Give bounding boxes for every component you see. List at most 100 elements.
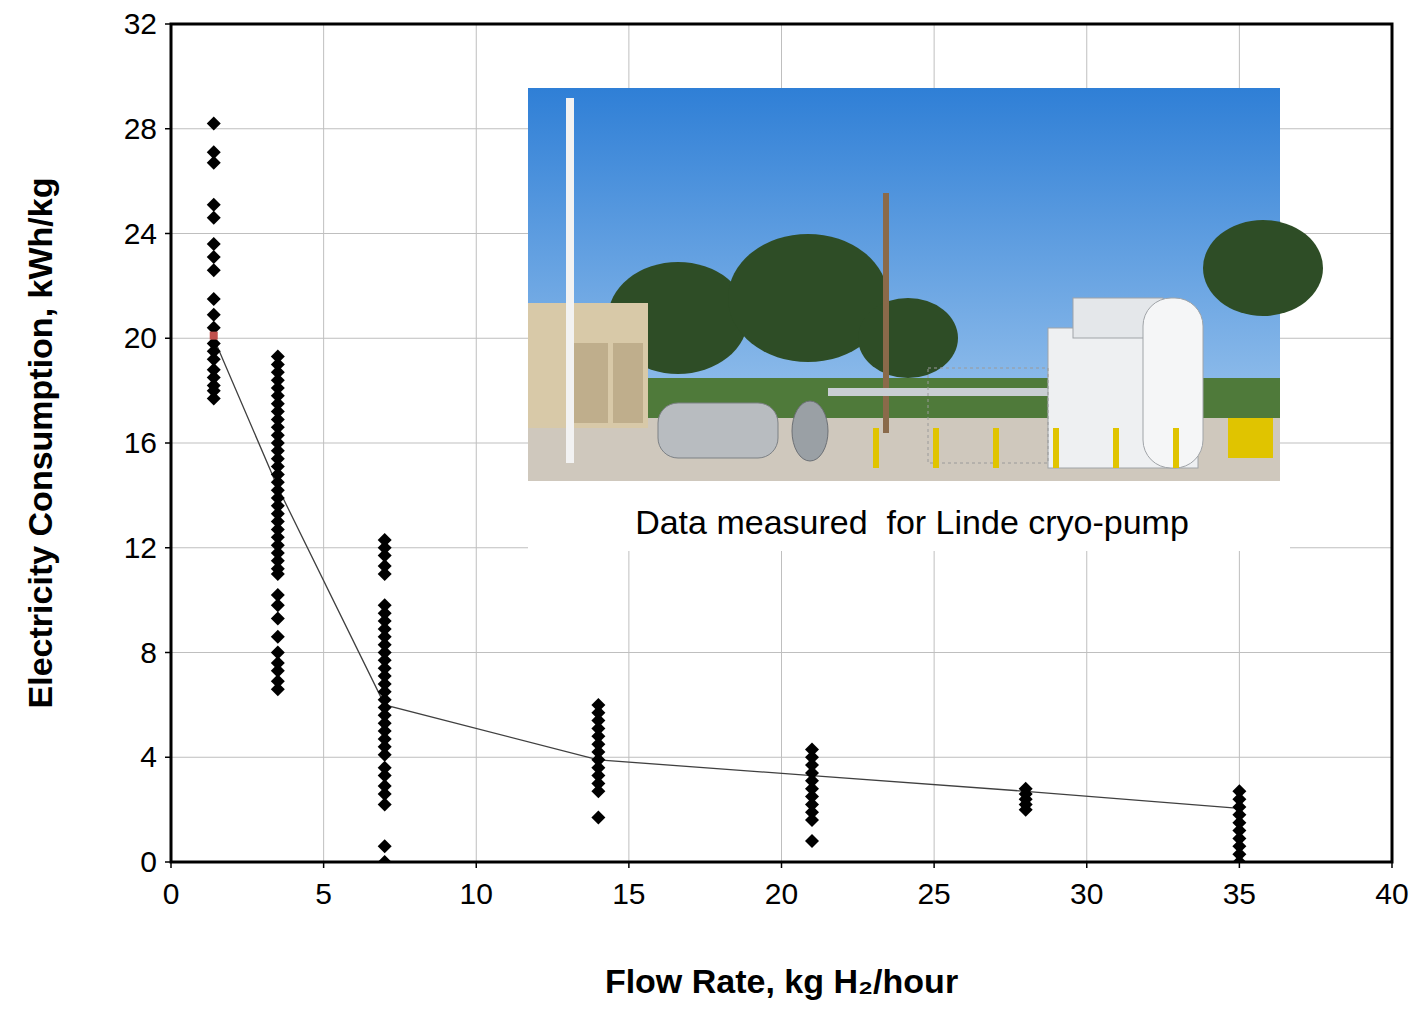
y-tick	[165, 338, 171, 340]
photo-pole	[566, 98, 574, 463]
x-tick	[1086, 862, 1088, 868]
x-tick-label: 35	[1223, 877, 1256, 910]
x-tick-label: 5	[315, 877, 332, 910]
y-tick-label: 12	[124, 531, 157, 564]
diamond-marker	[271, 598, 285, 612]
photo-tank-end	[792, 401, 828, 461]
y-axis-title: Electricity Consumption, kWh/kg	[21, 178, 59, 709]
inset-photo	[528, 88, 1323, 481]
x-tick	[1239, 862, 1241, 868]
y-tick	[165, 442, 171, 444]
diamond-marker	[378, 797, 392, 811]
x-tick-label: 20	[765, 877, 798, 910]
y-tick-label: 28	[124, 112, 157, 145]
mean-line	[214, 338, 1240, 808]
diamond-marker	[271, 630, 285, 644]
diamond-marker	[271, 567, 285, 581]
y-tick	[165, 652, 171, 654]
diamond-marker	[1019, 803, 1033, 817]
x-tick	[1391, 862, 1393, 868]
photo-bollard	[1173, 428, 1179, 468]
y-tick-label: 32	[124, 7, 157, 40]
diamond-marker	[207, 391, 221, 405]
chart: Data measured for Linde cryo-pump 0 5 10 15 2…	[0, 0, 1419, 1009]
diamond-marker	[207, 263, 221, 277]
photo-pole	[883, 193, 889, 433]
y-tick-label: 20	[124, 321, 157, 354]
x-tick-label: 0	[163, 877, 180, 910]
scatter-series	[210, 332, 218, 340]
photo-pipe	[828, 388, 1048, 396]
diamond-marker	[591, 784, 605, 798]
photo-fence	[928, 368, 1048, 463]
diamond-marker	[207, 156, 221, 170]
marks	[207, 117, 1247, 862]
y-tick	[165, 233, 171, 235]
plot-area	[171, 24, 1392, 862]
x-tick-label: 30	[1070, 877, 1103, 910]
y-tick-label: 24	[124, 217, 157, 250]
diamond-marker	[207, 117, 221, 131]
line-series	[214, 338, 1240, 808]
scatter-series	[207, 117, 1247, 862]
y-grid-line	[171, 652, 1392, 653]
x-axis-title: Flow Rate, kg H₂/hour	[605, 962, 958, 1000]
x-tick	[476, 862, 478, 868]
diamond-marker	[207, 237, 221, 251]
diamond-marker	[207, 211, 221, 225]
diamond-marker	[378, 855, 392, 862]
caption-text: Data measured for Linde cryo-pump	[635, 503, 1189, 541]
diamond-marker	[207, 250, 221, 264]
x-tick-label: 25	[917, 877, 950, 910]
y-tick-label: 0	[140, 845, 157, 878]
y-tick	[165, 128, 171, 130]
photo-building	[528, 303, 648, 428]
caption-box	[528, 481, 1290, 551]
photo-bollard	[873, 428, 879, 468]
diamond-marker	[207, 198, 221, 212]
y-tick-label: 16	[124, 426, 157, 459]
x-tick	[933, 862, 935, 868]
diamond-marker	[378, 748, 392, 762]
photo-door	[613, 343, 643, 423]
y-grid-line	[171, 757, 1392, 758]
y-tick	[165, 757, 171, 759]
caption: Data measured for Linde cryo-pump	[528, 481, 1290, 551]
plot-frame	[171, 24, 1392, 862]
photo-bollard	[1053, 428, 1059, 468]
ticks: 0 5 10 15 20 25 30 35 40 0 4 8 12 16 20 24 28 32	[124, 7, 1409, 910]
photo-tree	[858, 298, 958, 378]
photo-bollard	[1228, 418, 1273, 458]
x-tick	[781, 862, 783, 868]
photo-dewar	[1143, 298, 1203, 468]
photo-tree	[1203, 220, 1323, 316]
diamond-marker	[378, 839, 392, 853]
y-tick	[165, 547, 171, 549]
diamond-marker	[271, 682, 285, 696]
x-tick-label: 10	[460, 877, 493, 910]
diamond-marker	[207, 292, 221, 306]
photo-bollard	[993, 428, 999, 468]
diamond-marker	[805, 834, 819, 848]
grid	[171, 24, 1392, 862]
y-tick-label: 4	[140, 740, 157, 773]
photo-bollard	[933, 428, 939, 468]
diamond-marker	[805, 813, 819, 827]
x-tick	[628, 862, 630, 868]
y-tick	[165, 861, 171, 863]
diamond-marker	[378, 567, 392, 581]
diamond-marker	[207, 308, 221, 322]
diamond-marker	[591, 810, 605, 824]
x-tick	[323, 862, 325, 868]
x-tick	[170, 862, 172, 868]
photo-sky	[528, 88, 1280, 481]
diamond-marker	[1232, 855, 1246, 862]
y-tick-label: 8	[140, 636, 157, 669]
x-tick-label: 40	[1375, 877, 1408, 910]
photo-tank	[658, 403, 778, 458]
y-tick	[165, 23, 171, 25]
photo-bollard	[1113, 428, 1119, 468]
x-tick-label: 15	[612, 877, 645, 910]
diamond-marker	[271, 611, 285, 625]
square-marker	[210, 332, 218, 340]
